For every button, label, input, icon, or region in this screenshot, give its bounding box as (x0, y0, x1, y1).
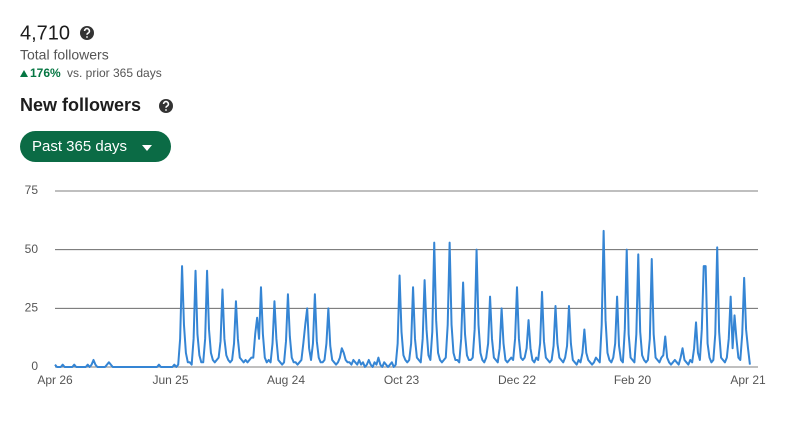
x-tick-label: Apr 26 (37, 373, 73, 387)
y-tick-label: 50 (25, 242, 39, 256)
y-tick-label: 0 (31, 359, 38, 373)
chart: 0 25 50 75 Apr 26 Jun 25 Aug 24 Oct 23 Dec 22 Feb… (25, 183, 766, 387)
total-label: Total followers (20, 47, 109, 63)
y-tick-label: 25 (25, 301, 39, 315)
change-label: vs. prior 365 days (67, 66, 162, 80)
help-icon (80, 26, 94, 40)
section-title: New followers (20, 95, 141, 115)
line (54, 229, 751, 368)
total-followers: 4,710 (20, 22, 70, 44)
range-dropdown[interactable]: Past 365 days (20, 131, 171, 162)
range-label[interactable]: Past 365 days (32, 138, 127, 155)
x-tick-label: Feb 20 (614, 373, 652, 387)
change: 176% (30, 66, 61, 80)
up-arrow (20, 70, 28, 77)
x-tick-label: Apr 21 (730, 373, 766, 387)
help-icon (159, 99, 173, 113)
x-tick-label: Aug 24 (267, 373, 305, 387)
y-tick-label: 75 (25, 183, 39, 197)
x-tick-label: Dec 22 (498, 373, 536, 387)
x-tick-label: Oct 23 (384, 373, 420, 387)
x-tick-label: Jun 25 (152, 373, 188, 387)
